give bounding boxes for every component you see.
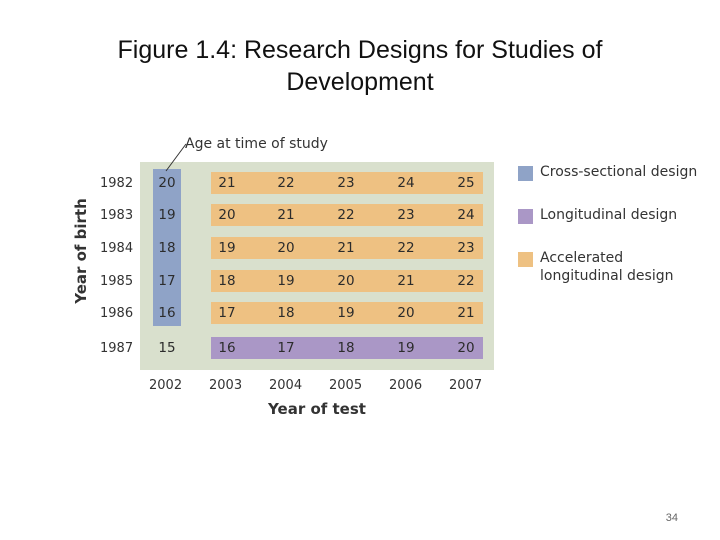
age-cell: 20 [277,240,295,256]
age-cell: 24 [457,207,475,223]
legend-label: Accelerated longitudinal design [540,250,674,284]
birth-year-label: 1983 [100,208,134,223]
age-cell: 23 [457,240,475,256]
age-cell: 24 [397,175,415,191]
age-cell: 22 [337,207,355,223]
age-cell: 17 [218,305,236,321]
birth-year-label: 1985 [100,274,134,289]
age-cell: 23 [337,175,355,191]
legend-label: Cross-sectional design [540,164,698,180]
slide-title: Figure 1.4: Research Designs for Studies… [117,36,603,96]
test-year-label: 2003 [209,378,243,393]
legend-swatch [518,166,533,181]
age-cell: 19 [158,207,176,223]
age-cell: 18 [158,240,176,256]
longitudinal-band [211,337,483,359]
age-cell: 21 [457,305,475,321]
birth-year-label: 1984 [100,241,134,256]
age-cell: 20 [218,207,236,223]
age-cell: 19 [337,305,355,321]
legend-swatch [518,209,533,224]
age-annotation: Age at time of study [185,136,328,152]
accelerated-band [211,270,483,292]
accelerated-band [211,172,483,194]
legend-swatch [518,252,533,267]
age-cell: 20 [457,340,475,356]
birth-year-label: 1986 [100,306,134,321]
test-year-label: 2002 [149,378,183,393]
age-cell: 18 [337,340,355,356]
age-cell: 16 [158,305,176,321]
age-cell: 21 [218,175,236,191]
accelerated-band [211,302,483,324]
age-cell: 17 [277,340,295,356]
test-year-label: 2004 [269,378,303,393]
page-number: 34 [665,512,678,524]
legend-label: Longitudinal design [540,207,678,223]
birth-year-label: 1982 [100,176,134,191]
test-year-label: 2005 [329,378,363,393]
age-cell: 19 [277,273,295,289]
figure-panel [140,162,494,370]
age-cell: 23 [397,207,415,223]
age-cell: 21 [277,207,295,223]
age-cell: 21 [397,273,415,289]
age-cell: 20 [397,305,415,321]
birth-year-label: 1987 [100,341,134,356]
age-cell: 21 [337,240,355,256]
age-cell: 17 [158,273,176,289]
accelerated-band [211,237,483,259]
y-axis-label: Year of birth [72,198,90,304]
age-cell: 16 [218,340,236,356]
age-cell: 22 [457,273,475,289]
age-cell: 22 [397,240,415,256]
age-cell: 20 [158,175,176,191]
test-year-label: 2006 [389,378,423,393]
age-cell: 20 [337,273,355,289]
accelerated-band [211,204,483,226]
age-cell: 19 [397,340,415,356]
test-year-label: 2007 [449,378,483,393]
age-cell: 18 [277,305,295,321]
age-cell: 18 [218,273,236,289]
x-axis-label: Year of test [268,400,366,418]
age-cell: 15 [158,340,176,356]
cross-sectional-column [153,169,181,326]
age-cell: 19 [218,240,236,256]
age-cell: 22 [277,175,295,191]
age-cell: 25 [457,175,475,191]
